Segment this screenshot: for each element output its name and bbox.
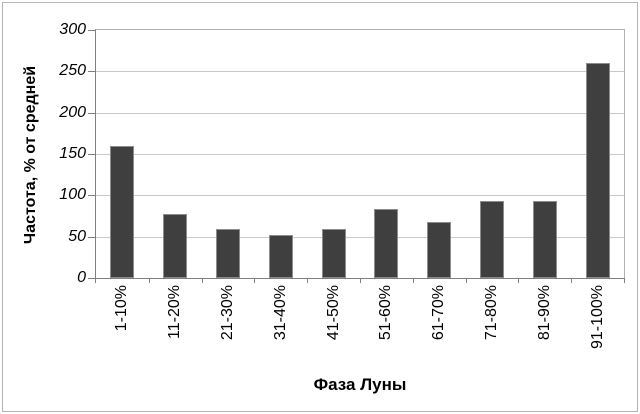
y-axis-tick-200: [88, 113, 95, 114]
x-axis-tick-7: [466, 278, 467, 283]
x-tick-label-61-70%: 61-70%: [430, 285, 447, 341]
y-tick-label-200: 200: [59, 104, 86, 121]
x-axis-tick-8: [518, 278, 519, 283]
x-axis-tick-0: [95, 278, 96, 283]
bar-71-80%: [480, 201, 504, 278]
x-axis-tick-4: [307, 278, 308, 283]
gridline-200: [96, 113, 624, 114]
x-tick-label-51-60%: 51-60%: [377, 285, 394, 341]
x-axis-tick-9: [571, 278, 572, 283]
bar-51-60%: [374, 209, 398, 278]
y-tick-label-300: 300: [59, 21, 86, 38]
x-axis-tick-3: [254, 278, 255, 283]
y-axis-tick-150: [88, 154, 95, 155]
y-axis-tick-0: [88, 278, 95, 279]
x-tick-label-31-40%: 31-40%: [272, 285, 289, 341]
y-axis-tick-50: [88, 237, 95, 238]
bar-21-30%: [216, 229, 240, 278]
x-tick-label-81-90%: 81-90%: [536, 285, 553, 341]
gridline-100: [96, 195, 624, 196]
gridline-250: [96, 71, 624, 72]
y-tick-label-250: 250: [59, 62, 86, 79]
x-tick-label-41-50%: 41-50%: [325, 285, 342, 341]
x-axis-tick-6: [413, 278, 414, 283]
x-axis-tick-2: [202, 278, 203, 283]
x-tick-label-11-20%: 11-20%: [166, 285, 183, 339]
x-axis-title: Фаза Луны: [313, 375, 407, 394]
plot-area: [95, 29, 625, 279]
bar-1-10%: [110, 146, 134, 278]
x-axis-tick-1: [149, 278, 150, 283]
x-tick-label-71-80%: 71-80%: [483, 285, 500, 341]
y-tick-label-150: 150: [59, 145, 86, 162]
gridline-50: [96, 237, 624, 238]
y-tick-label-50: 50: [68, 228, 86, 245]
x-tick-label-21-30%: 21-30%: [219, 285, 236, 341]
y-axis-title: Частота, % от средней: [22, 65, 39, 245]
bar-11-20%: [163, 214, 187, 278]
y-tick-label-0: 0: [77, 269, 86, 286]
y-tick-label-100: 100: [59, 186, 86, 203]
bar-61-70%: [427, 222, 451, 278]
bar-41-50%: [322, 229, 346, 278]
bar-91-100%: [586, 63, 610, 278]
bar-81-90%: [533, 201, 557, 278]
y-axis-tick-250: [88, 71, 95, 72]
x-tick-label-1-10%: 1-10%: [113, 285, 130, 332]
y-axis-tick-100: [88, 195, 95, 196]
gridline-150: [96, 154, 624, 155]
x-tick-label-91-100%: 91-100%: [589, 285, 606, 350]
x-axis-tick-10: [624, 278, 625, 283]
bar-31-40%: [269, 235, 293, 278]
x-axis-tick-5: [360, 278, 361, 283]
y-axis-tick-300: [88, 30, 95, 31]
